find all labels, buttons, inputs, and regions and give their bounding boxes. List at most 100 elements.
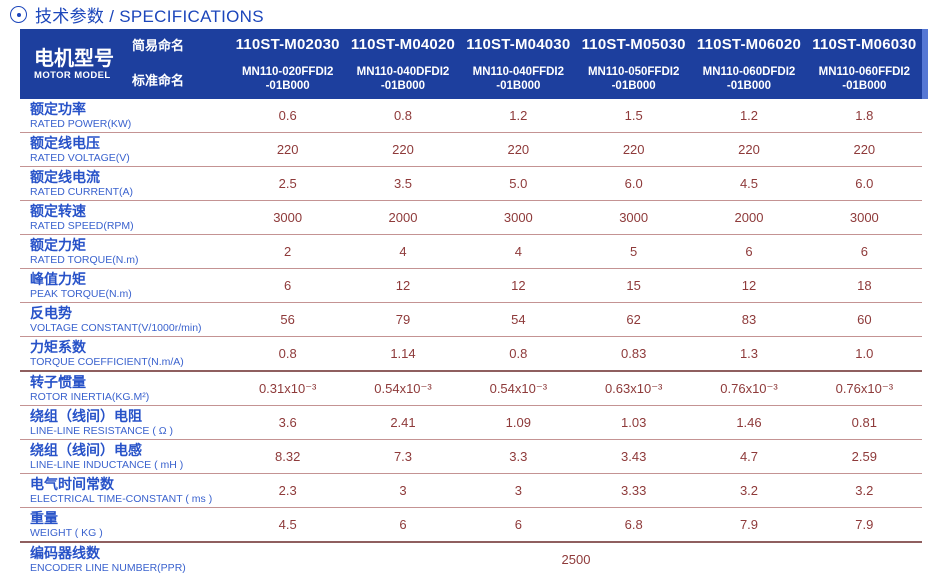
spec-value: 8.32 xyxy=(275,449,301,464)
spec-value: 3.6 xyxy=(278,415,297,430)
model-standard-name: MN110-040FFDI2 -01B000 xyxy=(461,65,576,94)
model-standard-name: MN110-060DFDI2 -01B000 xyxy=(691,65,806,94)
standard-name-label: 标准命名 xyxy=(132,72,185,88)
motor-model-header-cell: 电机型号 MOTOR MODEL xyxy=(20,29,132,99)
row-label: 转子惯量 ROTOR INERTIA(KG.M²) xyxy=(20,374,230,402)
row-label-cn: 编码器线数 xyxy=(30,545,100,562)
spec-value: 2 xyxy=(284,244,292,259)
spec-value: 0.76x10⁻³ xyxy=(835,380,894,396)
spec-value: 220 xyxy=(853,142,876,157)
spec-row-electrical-time-constant: 电气时间常数 ELECTRICAL TIME-CONSTANT ( ms ) 2… xyxy=(20,474,922,508)
spec-row-voltage-constant: 反电势 VOLTAGE CONSTANT(V/1000r/min) 56 79 … xyxy=(20,303,922,337)
spec-value: 60 xyxy=(857,312,872,327)
spec-value: 0.81 xyxy=(851,415,877,430)
spec-value: 2.59 xyxy=(851,449,877,464)
row-label: 额定力矩 RATED TORQUE(N.m) xyxy=(20,237,230,265)
standard-name-line1: MN110-040FFDI2 xyxy=(472,65,565,78)
spec-value: 0.6 xyxy=(278,108,297,123)
spec-row-weight: 重量 WEIGHT ( KG ) 4.5 6 6 6.8 7.9 7.9 xyxy=(20,508,922,543)
spec-value: 2000 xyxy=(734,210,764,225)
spec-row-peak-torque: 峰值力矩 PEAK TORQUE(N.m) 6 12 12 15 12 18 xyxy=(20,269,922,303)
standard-name-line1: MN110-060DFDI2 xyxy=(702,65,796,78)
spec-value: 6.0 xyxy=(855,176,874,191)
spec-value: 12 xyxy=(395,278,411,293)
spec-value: 3 xyxy=(399,483,407,498)
row-label-cn: 额定力矩 xyxy=(30,237,86,254)
spec-value: 62 xyxy=(626,312,641,327)
page-title-text: 技术参数 / SPECIFICATIONS xyxy=(35,7,264,26)
spec-value: 56 xyxy=(280,312,295,327)
spec-value: 2.41 xyxy=(390,415,416,430)
spec-value: 1.0 xyxy=(855,346,874,361)
standard-name-line1: MN110-060FFDI2 xyxy=(818,65,911,78)
row-label: 绕组（线间）电感 LINE-LINE INDUCTANCE ( mH ) xyxy=(20,442,230,470)
spec-value: 3000 xyxy=(273,210,303,225)
spec-value: 3.2 xyxy=(855,483,874,498)
spec-value: 5.0 xyxy=(509,176,528,191)
row-label-cn: 绕组（线间）电阻 xyxy=(30,408,142,425)
standard-name-line2: -01B000 xyxy=(842,80,887,92)
spec-value: 3.43 xyxy=(621,449,647,464)
spec-value: 0.63x10⁻³ xyxy=(604,380,663,396)
naming-labels-cell: 简易命名 标准命名 xyxy=(132,29,230,99)
standard-name-line2: -01B000 xyxy=(265,80,310,92)
spec-value: 0.54x10⁻³ xyxy=(489,380,548,396)
row-label: 额定线电流 RATED CURRENT(A) xyxy=(20,169,230,197)
spec-value: 3.2 xyxy=(739,483,759,498)
spec-value: 1.5 xyxy=(624,108,643,123)
row-label: 编码器线数 ENCODER LINE NUMBER(PPR) xyxy=(20,545,230,573)
spec-row-encoder-line-number: 编码器线数 ENCODER LINE NUMBER(PPR) 2500 xyxy=(20,543,922,576)
row-label-cn: 绕组（线间）电感 xyxy=(30,442,142,459)
spec-value: 4.7 xyxy=(739,449,759,464)
spec-value: 6 xyxy=(745,244,753,259)
spec-value: 6.0 xyxy=(624,176,643,191)
row-label: 重量 WEIGHT ( KG ) xyxy=(20,510,230,538)
model-column-header: 110ST-M06020 MN110-060DFDI2 -01B000 xyxy=(691,29,806,99)
spec-value: 3.33 xyxy=(621,483,647,498)
spec-row-line-inductance: 绕组（线间）电感 LINE-LINE INDUCTANCE ( mH ) 8.3… xyxy=(20,440,922,474)
row-label-cn: 重量 xyxy=(30,510,58,527)
spec-value: 3000 xyxy=(849,210,879,225)
row-label: 额定功率 RATED POWER(KW) xyxy=(20,101,230,129)
model-standard-name: MN110-020FFDI2 -01B000 xyxy=(230,65,345,94)
row-label-cn: 额定转速 xyxy=(30,203,86,220)
spec-value: 220 xyxy=(507,142,530,157)
spec-row-rotor-inertia: 转子惯量 ROTOR INERTIA(KG.M²) 0.31x10⁻³ 0.54… xyxy=(20,372,922,406)
row-label: 额定转速 RATED SPEED(RPM) xyxy=(20,203,230,231)
spec-row-torque-coefficient: 力矩系数 TORQUE COEFFICIENT(N.m/A) 0.8 1.14 … xyxy=(20,337,922,372)
spec-value: 6 xyxy=(399,517,407,532)
row-label-cn: 力矩系数 xyxy=(30,339,86,356)
spec-value: 79 xyxy=(395,312,411,327)
specifications-table: 电机型号 MOTOR MODEL 简易命名 标准命名 110ST-M02030 … xyxy=(20,29,928,576)
spec-value: 15 xyxy=(626,278,641,293)
motor-model-en: MOTOR MODEL xyxy=(34,69,111,81)
spec-value: 6 xyxy=(514,517,522,532)
spec-value: 4 xyxy=(514,244,522,259)
row-label-en: PEAK TORQUE(N.m) xyxy=(30,287,132,300)
spec-value: 4.5 xyxy=(739,176,759,191)
spec-value: 6.8 xyxy=(624,517,643,532)
circle-dot-icon xyxy=(10,6,27,23)
spec-value: 12 xyxy=(511,278,526,293)
row-label-en: ELECTRICAL TIME-CONSTANT ( ms ) xyxy=(30,492,213,505)
model-standard-name: MN110-060FFDI2 -01B000 xyxy=(807,65,922,94)
model-column-header: 110ST-M05030 MN110-050FFDI2 -01B000 xyxy=(576,29,691,99)
spec-value: 0.8 xyxy=(393,108,413,123)
spec-value: 7.9 xyxy=(739,517,759,532)
row-label-en: LINE-LINE RESISTANCE ( Ω ) xyxy=(30,424,174,437)
spec-value: 1.46 xyxy=(736,415,762,430)
standard-name-line2: -01B000 xyxy=(496,80,541,92)
spec-value-spanning: 2500 xyxy=(561,552,591,567)
model-standard-name: MN110-050FFDI2 -01B000 xyxy=(576,65,691,94)
simple-name-label: 简易命名 xyxy=(132,37,185,53)
spec-value: 7.3 xyxy=(393,449,413,464)
row-label-en: RATED VOLTAGE(V) xyxy=(30,151,130,164)
spec-value: 3000 xyxy=(619,210,649,225)
spec-value: 0.8 xyxy=(278,346,297,361)
spec-row-line-resistance: 绕组（线间）电阻 LINE-LINE RESISTANCE ( Ω ) 3.6 … xyxy=(20,406,922,440)
row-label-en: LINE-LINE INDUCTANCE ( mH ) xyxy=(30,458,184,471)
spec-value: 3000 xyxy=(503,210,533,225)
row-label: 绕组（线间）电阻 LINE-LINE RESISTANCE ( Ω ) xyxy=(20,408,230,436)
table-header: 电机型号 MOTOR MODEL 简易命名 标准命名 110ST-M02030 … xyxy=(20,29,928,99)
spec-row-rated-speed: 额定转速 RATED SPEED(RPM) 3000 2000 3000 300… xyxy=(20,201,922,235)
